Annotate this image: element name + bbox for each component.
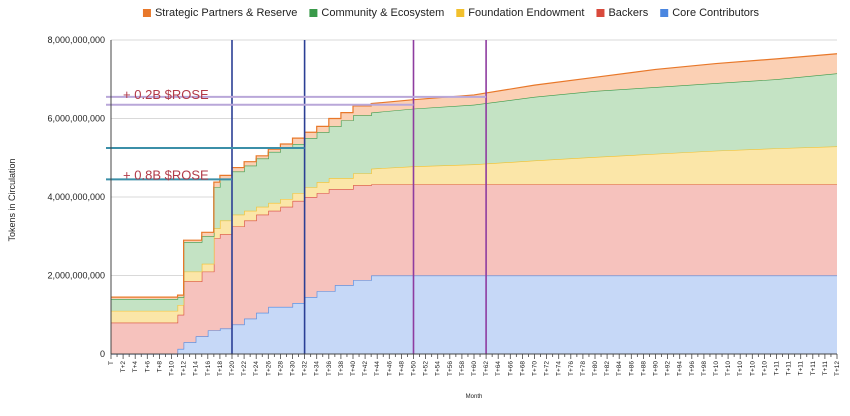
x-tick-label: T+48 — [398, 361, 405, 376]
vertical-markers — [231, 40, 487, 354]
x-tick-label: T+72 — [544, 361, 551, 376]
x-tick-label: T+18 — [217, 361, 224, 376]
x-tick-label: T+88 — [640, 361, 647, 376]
x-tick-label: T+68 — [519, 361, 526, 376]
x-tick-label: T+46 — [386, 361, 393, 376]
x-tick-label: T+10 — [169, 361, 176, 376]
area-backers — [111, 184, 837, 354]
x-tick-label: T+62 — [483, 361, 490, 376]
x-tick-label: T+12 — [181, 361, 188, 376]
annotation-label: + 0.2B $ROSE — [123, 87, 209, 102]
x-tick-label: T+32 — [302, 361, 309, 376]
x-tick-label: T+64 — [495, 361, 502, 376]
x-tick-label: T+52 — [423, 361, 430, 376]
x-tick-label: T+74 — [556, 361, 563, 376]
x-tick-label: T+94 — [677, 361, 684, 376]
x-tick-label: T+58 — [459, 361, 466, 376]
legend-label: Strategic Partners & Reserve — [155, 7, 297, 19]
x-tick-label: T+98 — [701, 361, 708, 376]
x-tick-labels: T T+2 T+4 T+6 T+8 T+10 T+12 T+14 T+16 T+18 T+20 T+2… — [108, 361, 841, 376]
y-tick-label: 2,000,000,000 — [47, 271, 105, 281]
y-axis-label: Tokens in Circulation — [7, 158, 17, 241]
x-tick-label: T+92 — [665, 361, 672, 376]
x-tick-label: T+96 — [689, 361, 696, 376]
annotations: + 0.2B $ROSE + 0.8B $ROSE — [123, 87, 209, 182]
x-tick-label: T+76 — [568, 361, 575, 376]
x-tick-label: T+36 — [326, 361, 333, 376]
y-tick-label: 0 — [100, 349, 105, 359]
x-tick-label: T+28 — [277, 361, 284, 376]
x-tick-label: T+78 — [580, 361, 587, 376]
y-tick-label: 6,000,000,000 — [47, 114, 105, 124]
x-axis-label: Month — [466, 394, 483, 400]
x-tick-label: T+11 — [810, 361, 817, 376]
x-tick-label: T+10 — [713, 361, 720, 376]
x-tick-label: T+56 — [447, 361, 454, 376]
x-tick-label: T+16 — [205, 361, 212, 376]
x-tick-label: T+54 — [435, 361, 442, 376]
x-tick-label: T+24 — [253, 361, 260, 376]
x-tick-label: T+11 — [822, 361, 829, 376]
x-tick-label: T+30 — [290, 361, 297, 376]
x-tick-label: T+40 — [350, 361, 357, 376]
y-tick-labels: 0 2,000,000,000 4,000,000,000 6,000,000,000… — [47, 35, 105, 359]
legend-swatch — [596, 9, 605, 17]
x-tick-label: T+10 — [749, 361, 756, 376]
x-tick-label: T+10 — [761, 361, 768, 376]
x-tick-label: T+60 — [471, 361, 478, 376]
legend-swatch — [660, 9, 669, 17]
x-tick-label: T+34 — [314, 361, 321, 376]
legend-swatch — [456, 9, 465, 17]
area-strategic-partners-reserve — [111, 53, 837, 300]
x-tick-label: T+26 — [265, 361, 272, 376]
y-tick-label: 4,000,000,000 — [47, 192, 105, 202]
stacked-areas — [111, 53, 838, 355]
x-tick-label: T+50 — [411, 361, 418, 376]
legend-label: Community & Ecosystem — [321, 7, 444, 19]
horizontal-markers — [106, 95, 487, 181]
legend-swatch — [309, 9, 318, 17]
x-tick-label: T+6 — [144, 361, 151, 373]
annotation-label: + 0.8B $ROSE — [123, 167, 209, 182]
axes — [110, 40, 838, 359]
x-tick-label: T+12 — [834, 361, 841, 376]
x-tick-label: T+2 — [120, 361, 127, 373]
x-tick-label: T+90 — [653, 361, 660, 376]
x-tick-label: T+84 — [616, 361, 623, 376]
area-community-ecosystem — [111, 73, 837, 311]
x-tick-label: T+82 — [604, 361, 611, 376]
legend: Strategic Partners & Reserve Community & … — [142, 7, 760, 19]
x-tick-label: T+8 — [156, 361, 163, 373]
x-tick-label: T — [108, 361, 115, 365]
x-tick-label: T+86 — [628, 361, 635, 376]
x-tick-label: T+11 — [798, 361, 805, 376]
x-tick-label: T+14 — [193, 361, 200, 376]
legend-label: Foundation Endowment — [468, 7, 584, 19]
legend-label: Backers — [608, 7, 648, 19]
x-tick-label: T+80 — [592, 361, 599, 376]
y-tick-label: 8,000,000,000 — [47, 35, 105, 45]
legend-swatch — [142, 9, 151, 17]
x-tick-label: T+10 — [737, 361, 744, 376]
x-tick-label: T+70 — [532, 361, 539, 376]
legend-label: Core Contributors — [672, 7, 759, 19]
x-tick-label: T+4 — [132, 361, 139, 373]
x-tick-label: T+38 — [338, 361, 345, 376]
x-tick-label: T+66 — [507, 361, 514, 376]
x-tick-label: T+20 — [229, 361, 236, 376]
x-tick-label: T+42 — [362, 361, 369, 376]
x-tick-label: T+10 — [725, 361, 732, 376]
x-tick-label: T+11 — [774, 361, 781, 376]
x-tick-label: T+22 — [241, 361, 248, 376]
area-core-contributors — [111, 275, 837, 354]
x-tick-label: T+44 — [374, 361, 381, 376]
x-tick-label: T+11 — [786, 361, 793, 376]
